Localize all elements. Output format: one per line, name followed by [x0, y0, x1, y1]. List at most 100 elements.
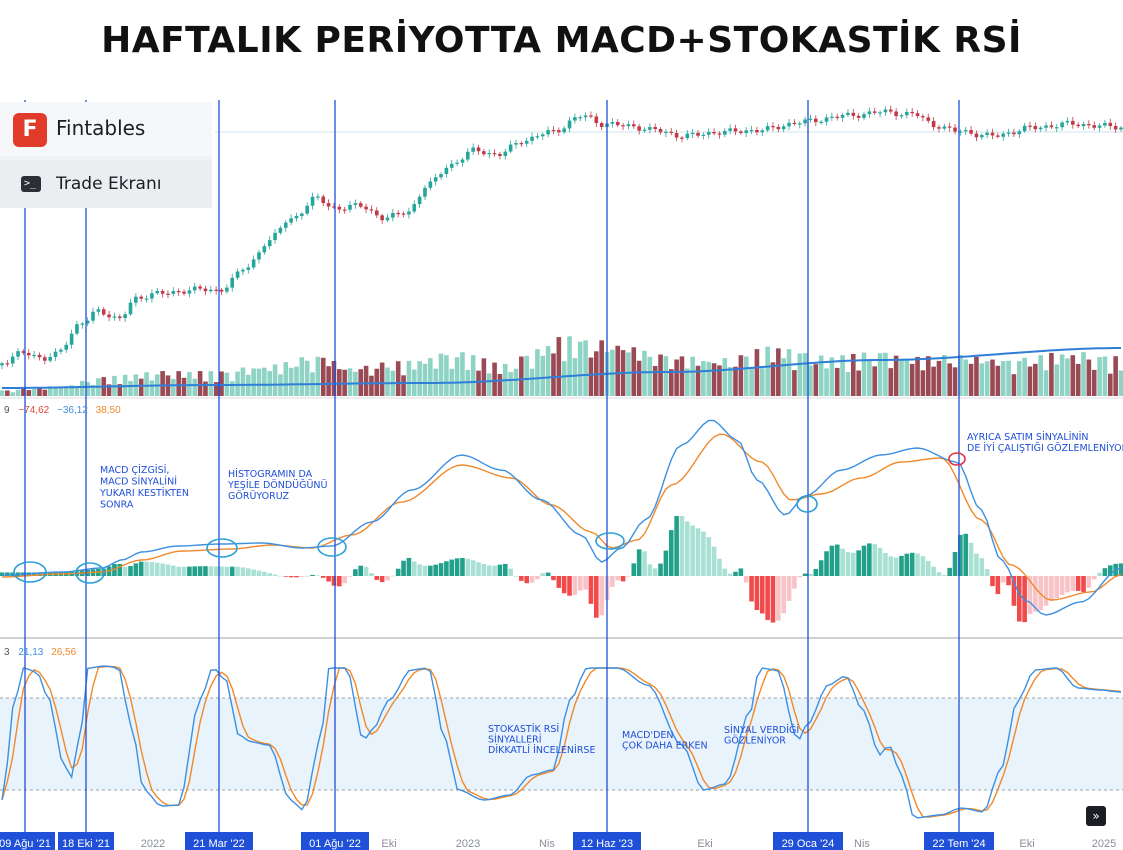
- candle-body: [1076, 124, 1080, 127]
- histogram-bar: [363, 566, 369, 576]
- histogram-bar: [374, 576, 380, 580]
- volume-bar: [679, 356, 685, 396]
- candle-body: [433, 177, 438, 182]
- macd-signal-line: [1, 433, 1122, 601]
- histogram-bar: [278, 575, 283, 577]
- volume-bar: [792, 370, 797, 396]
- histogram-bar: [631, 563, 637, 576]
- histogram-bar: [942, 575, 947, 576]
- scroll-to-latest-button[interactable]: »: [1086, 806, 1106, 826]
- candle-body: [856, 115, 861, 118]
- histogram-bar: [824, 551, 829, 576]
- histogram-bar: [390, 575, 396, 577]
- volume-bar: [251, 368, 256, 396]
- volume-bar: [47, 386, 53, 396]
- histogram-bar: [920, 556, 926, 576]
- histogram-bar: [701, 531, 706, 576]
- candle-body: [498, 153, 502, 156]
- histogram-bar: [379, 576, 385, 583]
- candle-body: [219, 289, 224, 292]
- histogram-bar: [331, 576, 337, 586]
- histogram-bar: [385, 576, 390, 581]
- candle-body: [321, 196, 326, 204]
- histogram-bar: [995, 576, 1001, 595]
- volume-bar: [1065, 358, 1070, 396]
- histogram-bar: [154, 562, 160, 576]
- histogram-bar: [540, 573, 546, 576]
- volume-bar: [1075, 363, 1081, 396]
- histogram-bar: [797, 576, 803, 578]
- histogram-bar: [476, 562, 481, 576]
- volume-bar: [513, 368, 519, 396]
- volume-bar: [213, 382, 219, 396]
- candle-body: [364, 206, 368, 210]
- candle-body: [1097, 125, 1102, 128]
- candle-body: [894, 111, 898, 117]
- volume-bar: [1059, 354, 1065, 396]
- trade-screen-link[interactable]: >_ Trade Ekranı: [0, 160, 212, 208]
- volume-bar: [69, 385, 74, 396]
- histogram-bar: [813, 568, 819, 576]
- volume-bar: [947, 363, 952, 396]
- volume-bar: [262, 367, 267, 396]
- volume-bar: [979, 363, 985, 396]
- histogram-bar: [551, 576, 556, 581]
- histogram-bar: [524, 576, 529, 584]
- volume-bar: [315, 356, 321, 396]
- volume-bar: [829, 357, 835, 396]
- candle-body: [10, 356, 15, 364]
- candle-body: [198, 286, 202, 289]
- brand-header[interactable]: F Fintables: [0, 102, 212, 156]
- histogram-bar: [149, 562, 155, 576]
- candle-body: [407, 211, 411, 215]
- histogram-bar: [481, 564, 487, 576]
- brand-panel: F Fintables >_ Trade Ekranı: [0, 102, 212, 208]
- candle-body: [326, 203, 331, 207]
- histogram-bar: [743, 576, 749, 583]
- sell-signal-ellipse: [948, 452, 966, 466]
- histogram-bar: [610, 576, 615, 587]
- histogram-bar: [492, 565, 497, 576]
- volume-bar: [160, 371, 165, 396]
- histogram-bar: [1075, 576, 1081, 591]
- histogram-bar: [117, 563, 123, 576]
- histogram-bar: [449, 559, 455, 576]
- histogram-bar: [508, 568, 513, 576]
- volume-bar: [1091, 369, 1097, 396]
- volume-bar: [888, 368, 894, 396]
- volume-bar: [347, 368, 353, 396]
- candle-body: [814, 118, 818, 123]
- candle-body: [872, 111, 877, 113]
- volume-bar: [63, 386, 69, 396]
- candle-body: [1017, 131, 1022, 135]
- histogram-bar: [749, 576, 754, 602]
- candle-body: [728, 128, 732, 131]
- histogram-bar: [342, 576, 347, 584]
- candle-body: [631, 124, 636, 127]
- histogram-bar: [733, 571, 738, 576]
- x-highlight-bg: [0, 832, 55, 850]
- volume-bar: [176, 371, 181, 396]
- candle-body: [701, 134, 706, 136]
- volume-bar: [1070, 355, 1076, 396]
- volume-bar: [877, 353, 883, 396]
- volume-bar: [990, 359, 995, 396]
- histogram-bar: [283, 576, 289, 577]
- candle-body: [808, 118, 813, 120]
- page-title: HAFTALIK PERİYOTTA MACD+STOKASTİK RSİ: [101, 20, 1022, 61]
- volume-bar: [10, 392, 16, 396]
- histogram-bar: [5, 572, 10, 576]
- volume-bar: [615, 345, 621, 396]
- histogram-bar: [422, 565, 428, 576]
- candle-body: [305, 205, 309, 214]
- volume-bar: [658, 354, 663, 396]
- histogram-bar: [958, 534, 963, 576]
- candle-body: [915, 113, 920, 117]
- volume-bar: [749, 367, 754, 396]
- candle-body: [230, 277, 235, 288]
- cross-highlight-ellipse: [317, 537, 347, 557]
- volume-bar: [144, 372, 149, 396]
- volume-bar: [840, 355, 845, 396]
- stoch-legend: 3 21,13 26,56: [4, 647, 77, 658]
- histogram-bar: [647, 564, 653, 576]
